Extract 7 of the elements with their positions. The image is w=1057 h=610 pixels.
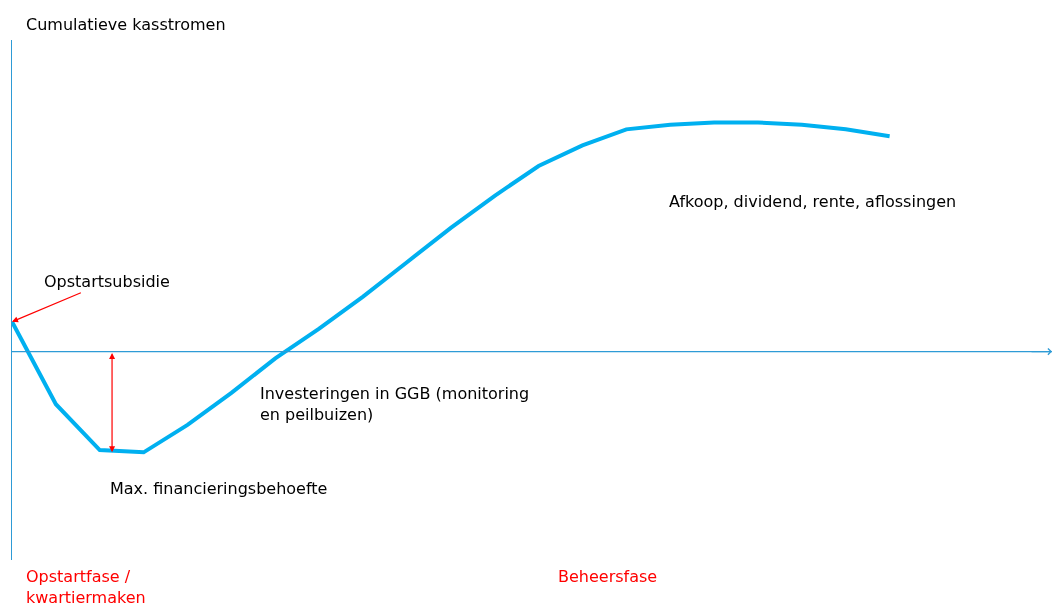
text: Cumulatieve kasstromen — [26, 15, 226, 34]
annotation: Afkoop, dividend, rente, aflossingen — [669, 192, 957, 211]
annotation: Opstartsubsidie — [44, 272, 170, 291]
text: Max. financieringsbehoefte — [110, 479, 328, 498]
text: Opstartfase / kwartiermaken — [26, 567, 146, 607]
annotation: Investeringen in GGB (monitoring en peilbuizen) — [260, 384, 530, 424]
text: Beheersfase — [558, 567, 658, 586]
